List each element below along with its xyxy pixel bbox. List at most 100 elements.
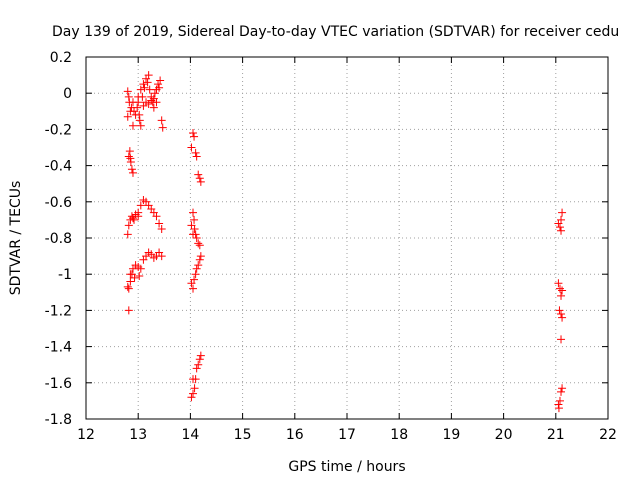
data-point <box>194 261 203 270</box>
data-point <box>558 384 567 393</box>
data-point <box>130 215 139 224</box>
data-point <box>557 226 566 235</box>
data-point <box>126 154 135 163</box>
data-point <box>158 123 167 132</box>
data-point <box>195 355 204 364</box>
y-tick-label: -1.2 <box>45 303 72 319</box>
x-tick-label: 18 <box>390 427 408 443</box>
y-tick-label: -1.8 <box>45 412 72 428</box>
data-point <box>133 103 142 112</box>
data-point <box>135 272 144 281</box>
data-point <box>123 112 132 121</box>
data-point <box>187 393 196 402</box>
data-point <box>194 360 203 369</box>
data-point <box>135 110 144 119</box>
data-point <box>558 313 567 322</box>
data-point <box>150 89 159 98</box>
data-point <box>157 224 166 233</box>
data-point <box>157 116 166 125</box>
data-point <box>190 224 199 233</box>
data-point <box>130 273 139 282</box>
grid-lines <box>86 57 608 419</box>
data-point <box>192 152 201 161</box>
data-point <box>126 157 135 166</box>
y-tick-label: -1.6 <box>45 376 72 392</box>
data-point <box>126 270 135 279</box>
data-point <box>557 310 566 319</box>
y-tick-label: -0.6 <box>45 195 72 211</box>
data-point <box>196 177 205 186</box>
x-axis-label: GPS time / hours <box>288 459 405 475</box>
data-point <box>123 87 132 96</box>
data-point <box>136 85 145 94</box>
data-point <box>152 212 161 221</box>
y-tick-label: -0.2 <box>45 122 72 138</box>
data-point <box>124 92 133 101</box>
data-point <box>189 389 198 398</box>
x-tick-label: 13 <box>129 427 147 443</box>
data-point <box>191 375 200 384</box>
y-tick-label: -1.4 <box>45 340 72 356</box>
y-tick-label: 0 <box>63 86 72 102</box>
data-point <box>557 335 566 344</box>
data-point <box>557 215 566 224</box>
x-tick-label: 20 <box>495 427 513 443</box>
data-point <box>190 275 199 284</box>
x-tick-label: 16 <box>286 427 304 443</box>
data-point <box>124 152 133 161</box>
x-tick-label: 15 <box>234 427 252 443</box>
data-point <box>557 387 566 396</box>
axis-ticks <box>85 56 609 420</box>
data-point <box>149 103 158 112</box>
x-tick-label: 14 <box>181 427 199 443</box>
data-point <box>196 252 205 261</box>
data-point <box>195 241 204 250</box>
data-point <box>157 252 166 261</box>
data-point <box>194 239 203 248</box>
data-point <box>558 208 567 217</box>
data-point <box>555 396 564 405</box>
data-point <box>191 148 200 157</box>
data-point <box>136 264 145 273</box>
data-point <box>190 132 199 141</box>
x-tick-label: 22 <box>599 427 617 443</box>
data-point <box>128 168 137 177</box>
data-point <box>136 121 145 130</box>
data-point <box>558 286 567 295</box>
data-point <box>195 255 204 264</box>
data-point <box>195 174 204 183</box>
data-point <box>189 129 198 138</box>
data-point <box>187 143 196 152</box>
x-tick-label: 19 <box>442 427 460 443</box>
y-tick-labels: 0.2 0 -0.2 -0.4 -0.6 -0.8 -1 -1.2 -1.4 -1.6 -1.8 <box>45 50 72 428</box>
data-point <box>134 212 143 221</box>
x-tick-label: 21 <box>547 427 565 443</box>
y-tick-label: 0.2 <box>50 50 72 66</box>
data-point <box>554 404 563 413</box>
data-point <box>557 291 566 300</box>
data-point <box>189 230 198 239</box>
data-point <box>192 364 201 373</box>
data-point <box>139 80 148 89</box>
data-point <box>154 80 163 89</box>
data-point <box>194 170 203 179</box>
data-point <box>555 306 564 315</box>
data-point <box>143 78 152 87</box>
data-points <box>123 71 567 413</box>
x-tick-label: 12 <box>77 427 95 443</box>
data-point <box>192 234 201 242</box>
data-point <box>155 83 164 92</box>
data-point <box>136 201 145 210</box>
data-point <box>190 215 199 224</box>
data-point <box>190 384 199 393</box>
data-point <box>127 165 136 174</box>
data-point <box>147 96 156 105</box>
data-point <box>196 351 205 360</box>
y-tick-label: -0.4 <box>45 159 72 175</box>
data-point <box>124 284 133 293</box>
data-point <box>555 284 564 293</box>
data-point <box>126 277 135 286</box>
data-point <box>189 208 198 217</box>
